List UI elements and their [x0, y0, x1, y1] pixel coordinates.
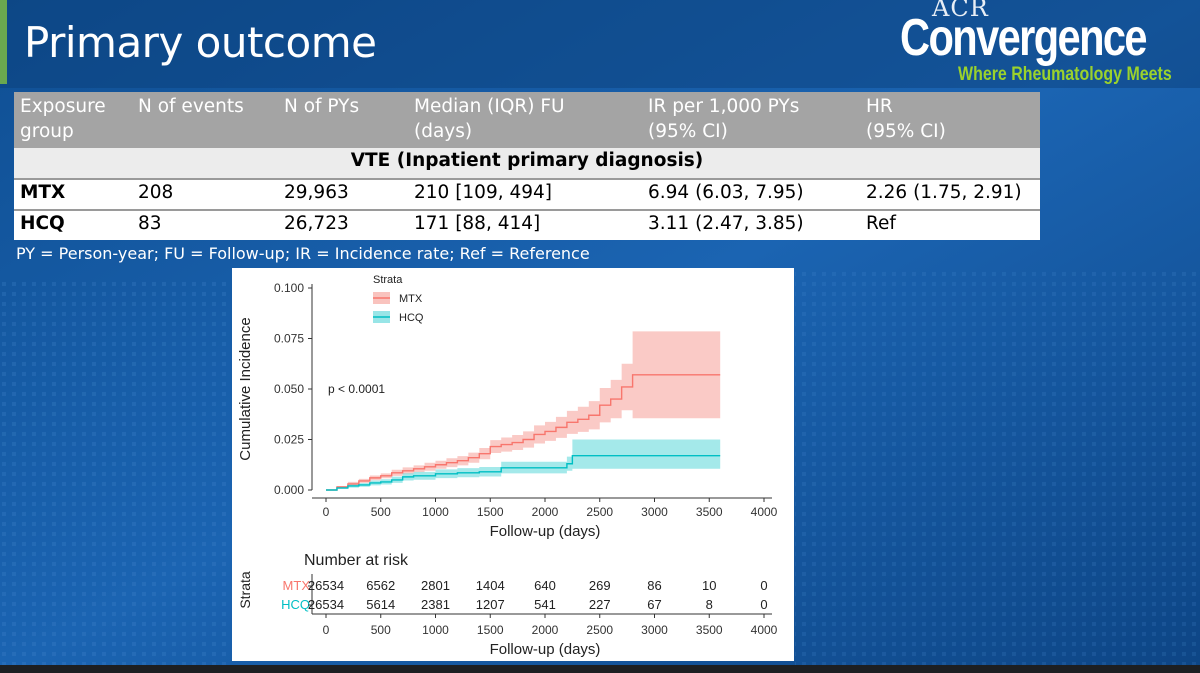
cell-median-fu: 171 [88, 414] [408, 209, 642, 240]
risk-table-x-tick-label: 1500 [477, 623, 504, 637]
p-value-annotation: p < 0.0001 [328, 382, 385, 396]
cell-hr: Ref [860, 209, 1040, 240]
cell-n-events: 83 [132, 209, 278, 240]
risk-table-cell: 0 [760, 597, 767, 612]
cell-group: HCQ [14, 209, 132, 240]
cell-median-fu: 210 [109, 494] [408, 178, 642, 210]
legend-label-mtx: MTX [399, 293, 423, 305]
risk-table-cell: 67 [647, 597, 661, 612]
cell-ir: 3.11 (2.47, 3.85) [642, 209, 860, 240]
risk-table-cell: 8 [706, 597, 713, 612]
risk-table-cell: 640 [534, 578, 556, 593]
legend-label-hcq: HCQ [399, 312, 424, 324]
risk-table-x-tick-label: 3500 [696, 623, 723, 637]
legend-title: Strata [373, 274, 403, 286]
table-row-mtx: MTX 208 29,963 210 [109, 494] 6.94 (6.03… [14, 178, 1040, 210]
y-tick-label: 0.025 [274, 433, 304, 447]
risk-table-x-axis-title: Follow-up (days) [490, 641, 601, 658]
x-axis-title: Follow-up (days) [490, 523, 601, 540]
x-tick-label: 2500 [586, 505, 613, 519]
risk-table-cell: 6562 [366, 578, 395, 593]
risk-table-cell: 26534 [308, 597, 344, 612]
table-row-hcq: HCQ 83 26,723 171 [88, 414] 3.11 (2.47, … [14, 209, 1040, 240]
header-n-pys: N of PYs [278, 92, 408, 148]
header-ir: IR per 1,000 PYs (95% CI) [642, 92, 860, 148]
risk-table-cell: 26534 [308, 578, 344, 593]
series-line-hcq [326, 454, 721, 491]
cell-n-pys: 29,963 [278, 178, 408, 210]
x-tick-label: 3500 [696, 505, 723, 519]
risk-table-x-tick-label: 4000 [751, 623, 778, 637]
cell-ir: 6.94 (6.03, 7.95) [642, 178, 860, 210]
risk-table-cell: 86 [647, 578, 661, 593]
y-axis-title: Cumulative Incidence [237, 317, 254, 460]
risk-table-row-label: MTX [283, 578, 311, 593]
risk-table-row-label: HCQ [281, 597, 310, 612]
header-hr: HR (95% CI) [860, 92, 1040, 148]
risk-table-x-tick-label: 1000 [422, 623, 449, 637]
y-tick-label: 0.100 [274, 281, 304, 295]
x-tick-label: 3000 [641, 505, 668, 519]
title-accent-bar [0, 0, 7, 84]
risk-table-cell: 2381 [421, 597, 450, 612]
risk-table-cell: 1404 [476, 578, 505, 593]
series-line-mtx [326, 374, 721, 491]
primary-outcome-table: Exposure group N of events N of PYs Media… [14, 92, 1040, 240]
section-label: VTE (Inpatient primary diagnosis) [14, 148, 1040, 179]
km-chart-panel: 0.000 0.025 0.050 0.075 0.100 0 500 1000 1500 200… [232, 268, 794, 661]
risk-table-cell: 5614 [366, 597, 395, 612]
x-tick-label: 1500 [477, 505, 504, 519]
y-tick-label: 0.075 [274, 332, 304, 346]
risk-table-x-tick-label: 3000 [641, 623, 668, 637]
ci-band-hcq [326, 439, 721, 490]
table-header-row: Exposure group N of events N of PYs Media… [14, 92, 1040, 148]
header-median-fu: Median (IQR) FU (days) [408, 92, 642, 148]
abbreviations-footnote: PY = Person-year; FU = Follow-up; IR = I… [16, 244, 590, 263]
slide-title: Primary outcome [24, 18, 377, 67]
risk-table-cell: 10 [702, 578, 716, 593]
x-tick-label: 0 [323, 505, 330, 519]
acr-convergence-logo: ACR Convergence Where Rheumatology Meets [896, 0, 1186, 94]
risk-table-x-tick-label: 2000 [532, 623, 559, 637]
risk-table-x-tick-label: 0 [323, 623, 330, 637]
risk-table-cell: 0 [760, 578, 767, 593]
risk-table-cell: 541 [534, 597, 556, 612]
y-tick-label: 0.050 [274, 382, 304, 396]
risk-table-cell: 2801 [421, 578, 450, 593]
risk-table-title: Number at risk [304, 552, 409, 569]
risk-table-strata-label: Strata [237, 571, 253, 609]
table-section-row: VTE (Inpatient primary diagnosis) [14, 148, 1040, 179]
risk-table-cell: 269 [589, 578, 611, 593]
logo-tagline: Where Rheumatology Meets [958, 64, 1172, 85]
cell-n-pys: 26,723 [278, 209, 408, 240]
cell-n-events: 208 [132, 178, 278, 210]
risk-table-x-tick-label: 500 [371, 623, 391, 637]
slide-bottom-bar [0, 665, 1200, 673]
cell-group: MTX [14, 178, 132, 210]
header-exposure-group: Exposure group [14, 92, 132, 148]
risk-table-x-tick-label: 2500 [586, 623, 613, 637]
x-tick-label: 1000 [422, 505, 449, 519]
header-n-events: N of events [132, 92, 278, 148]
x-tick-label: 2000 [532, 505, 559, 519]
cell-hr: 2.26 (1.75, 2.91) [860, 178, 1040, 210]
risk-table-cell: 1207 [476, 597, 505, 612]
y-tick-label: 0.000 [274, 483, 304, 497]
ci-band-mtx [326, 331, 721, 490]
x-tick-label: 500 [371, 505, 391, 519]
x-tick-label: 4000 [751, 505, 778, 519]
logo-convergence-text: Convergence [900, 9, 1148, 67]
risk-table-cell: 227 [589, 597, 611, 612]
logo-acr-text: ACR [932, 0, 989, 22]
